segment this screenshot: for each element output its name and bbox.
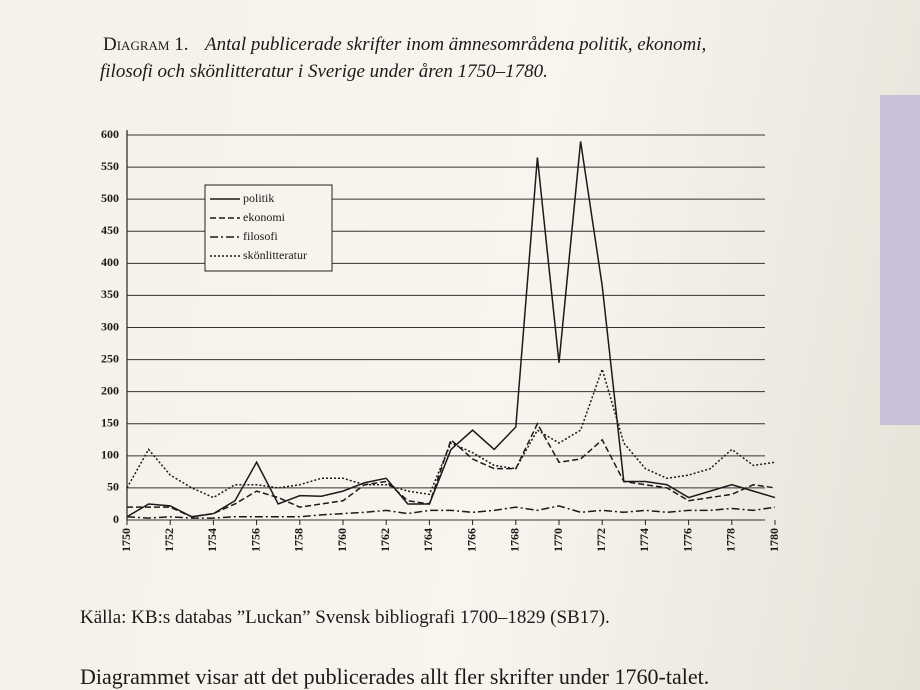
legend-label: skönlitteratur xyxy=(243,248,307,262)
x-tick-label: 1780 xyxy=(767,528,781,552)
figure-label: Diagram 1. xyxy=(103,34,188,55)
y-tick-label: 150 xyxy=(101,416,119,430)
x-tick-label: 1752 xyxy=(162,528,176,552)
x-tick-label: 1774 xyxy=(637,528,651,552)
x-tick-label: 1772 xyxy=(594,528,608,552)
y-tick-label: 250 xyxy=(101,351,119,365)
x-tick-label: 1778 xyxy=(724,528,738,552)
x-tick-label: 1776 xyxy=(680,528,694,552)
y-tick-label: 50 xyxy=(107,480,119,494)
page-edge xyxy=(880,95,920,425)
y-tick-label: 200 xyxy=(101,383,119,397)
y-tick-label: 550 xyxy=(101,159,119,173)
x-tick-label: 1768 xyxy=(508,528,522,552)
x-tick-label: 1758 xyxy=(292,528,306,552)
chart-title: Antal publicerade skrifter inom ämnesomr… xyxy=(100,34,706,82)
x-tick-label: 1760 xyxy=(335,528,349,552)
x-tick-label: 1762 xyxy=(378,528,392,552)
legend-label: politik xyxy=(243,191,274,205)
x-tick-label: 1754 xyxy=(205,528,219,552)
series-line xyxy=(127,422,776,518)
y-tick-label: 300 xyxy=(101,319,119,333)
series-line xyxy=(126,366,776,499)
y-tick-label: 600 xyxy=(101,127,119,141)
y-tick-label: 0 xyxy=(113,512,119,526)
body-text: Diagrammet visar att det publicerades al… xyxy=(80,664,709,689)
y-tick-label: 100 xyxy=(101,448,119,462)
y-tick-label: 350 xyxy=(101,287,119,301)
x-tick-label: 1750 xyxy=(119,528,133,552)
x-tick-label: 1764 xyxy=(421,528,435,552)
series-line xyxy=(126,141,776,518)
x-tick-label: 1756 xyxy=(248,528,262,552)
y-tick-label: 450 xyxy=(101,223,119,237)
source-note: Källa: KB:s databas ”Luckan” Svensk bibl… xyxy=(80,607,610,628)
series-line xyxy=(126,505,776,519)
legend-label: ekonomi xyxy=(243,210,286,224)
y-tick-label: 400 xyxy=(101,255,119,269)
x-tick-label: 1766 xyxy=(464,528,478,552)
x-tick-label: 1770 xyxy=(551,528,565,552)
legend-label: filosofi xyxy=(243,229,278,243)
y-tick-label: 500 xyxy=(101,191,119,205)
